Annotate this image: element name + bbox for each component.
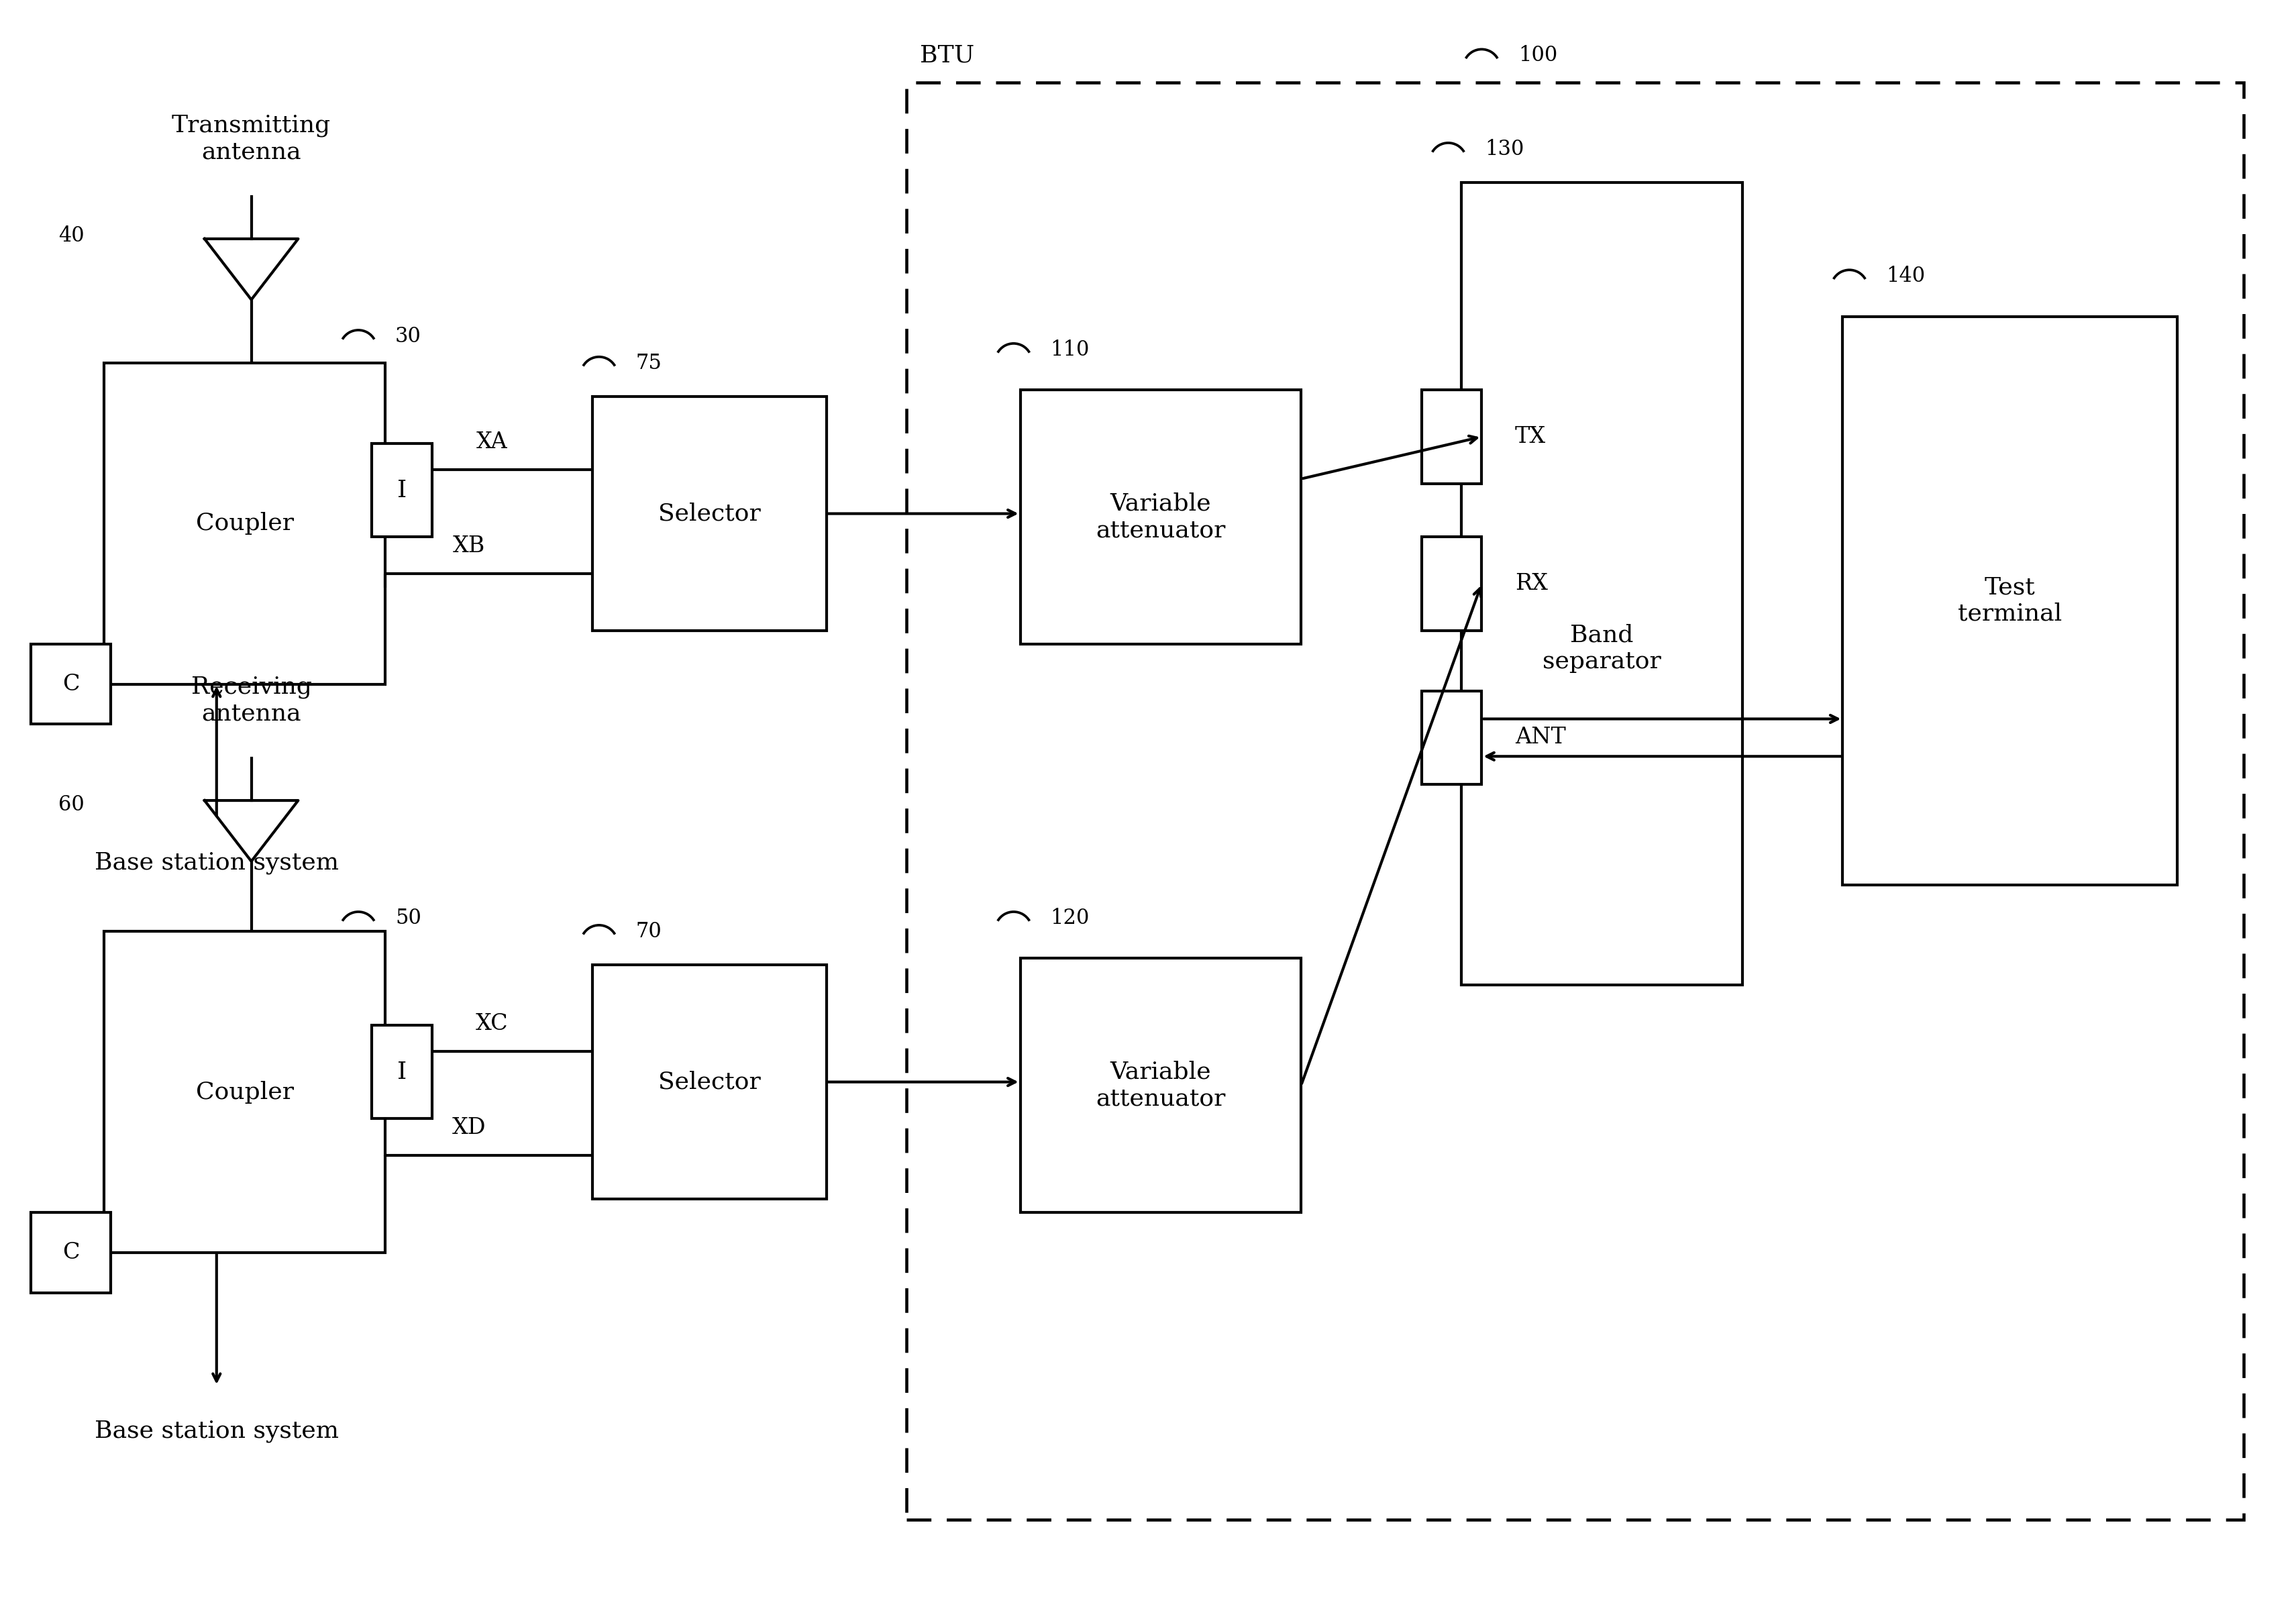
- Text: 70: 70: [636, 922, 661, 941]
- Bar: [592, 966, 827, 1199]
- Text: Selector: Selector: [659, 502, 760, 524]
- Text: I: I: [397, 479, 406, 502]
- Text: Band
separator: Band separator: [1543, 623, 1662, 672]
- Text: 120: 120: [1049, 907, 1091, 928]
- Text: BTU: BTU: [921, 44, 974, 67]
- Bar: [103, 364, 386, 685]
- Text: 60: 60: [57, 794, 85, 815]
- Bar: [1421, 537, 1481, 631]
- Text: C: C: [62, 1242, 80, 1263]
- Text: XA: XA: [475, 432, 507, 453]
- Text: I: I: [397, 1060, 406, 1083]
- Text: 110: 110: [1049, 339, 1091, 360]
- Text: Base station system: Base station system: [94, 852, 340, 875]
- Text: 50: 50: [395, 907, 420, 928]
- Bar: [372, 1026, 432, 1118]
- Text: Receiving
antenna: Receiving antenna: [191, 675, 312, 725]
- Bar: [1019, 958, 1302, 1212]
- Text: Coupler: Coupler: [195, 1081, 294, 1104]
- Bar: [1421, 390, 1481, 484]
- Bar: [1019, 390, 1302, 644]
- Bar: [103, 932, 386, 1253]
- Text: Base station system: Base station system: [94, 1420, 340, 1443]
- Bar: [30, 644, 110, 724]
- Text: Coupler: Coupler: [195, 513, 294, 536]
- Bar: [1844, 316, 2177, 885]
- Text: XC: XC: [475, 1013, 507, 1034]
- Text: Test
terminal: Test terminal: [1958, 576, 2062, 625]
- Text: Selector: Selector: [659, 1071, 760, 1094]
- Text: 100: 100: [1518, 45, 1557, 67]
- Text: Variable
attenuator: Variable attenuator: [1095, 1061, 1226, 1110]
- Text: RX: RX: [1515, 573, 1548, 594]
- Bar: [30, 1212, 110, 1292]
- Text: 40: 40: [57, 226, 85, 247]
- Bar: [372, 443, 432, 537]
- Bar: [1421, 691, 1481, 784]
- Text: 140: 140: [1887, 266, 1924, 287]
- Text: C: C: [62, 674, 80, 695]
- Text: XD: XD: [452, 1117, 484, 1139]
- Bar: [907, 83, 2243, 1519]
- Text: 130: 130: [1486, 140, 1525, 159]
- Text: 30: 30: [395, 326, 420, 347]
- Text: 75: 75: [636, 352, 661, 373]
- Bar: [592, 396, 827, 631]
- Text: TX: TX: [1515, 425, 1545, 448]
- Text: ANT: ANT: [1515, 727, 1566, 748]
- Text: Transmitting
antenna: Transmitting antenna: [172, 114, 331, 164]
- Text: XB: XB: [452, 536, 484, 557]
- Text: Variable
attenuator: Variable attenuator: [1095, 492, 1226, 542]
- Bar: [1463, 183, 1743, 985]
